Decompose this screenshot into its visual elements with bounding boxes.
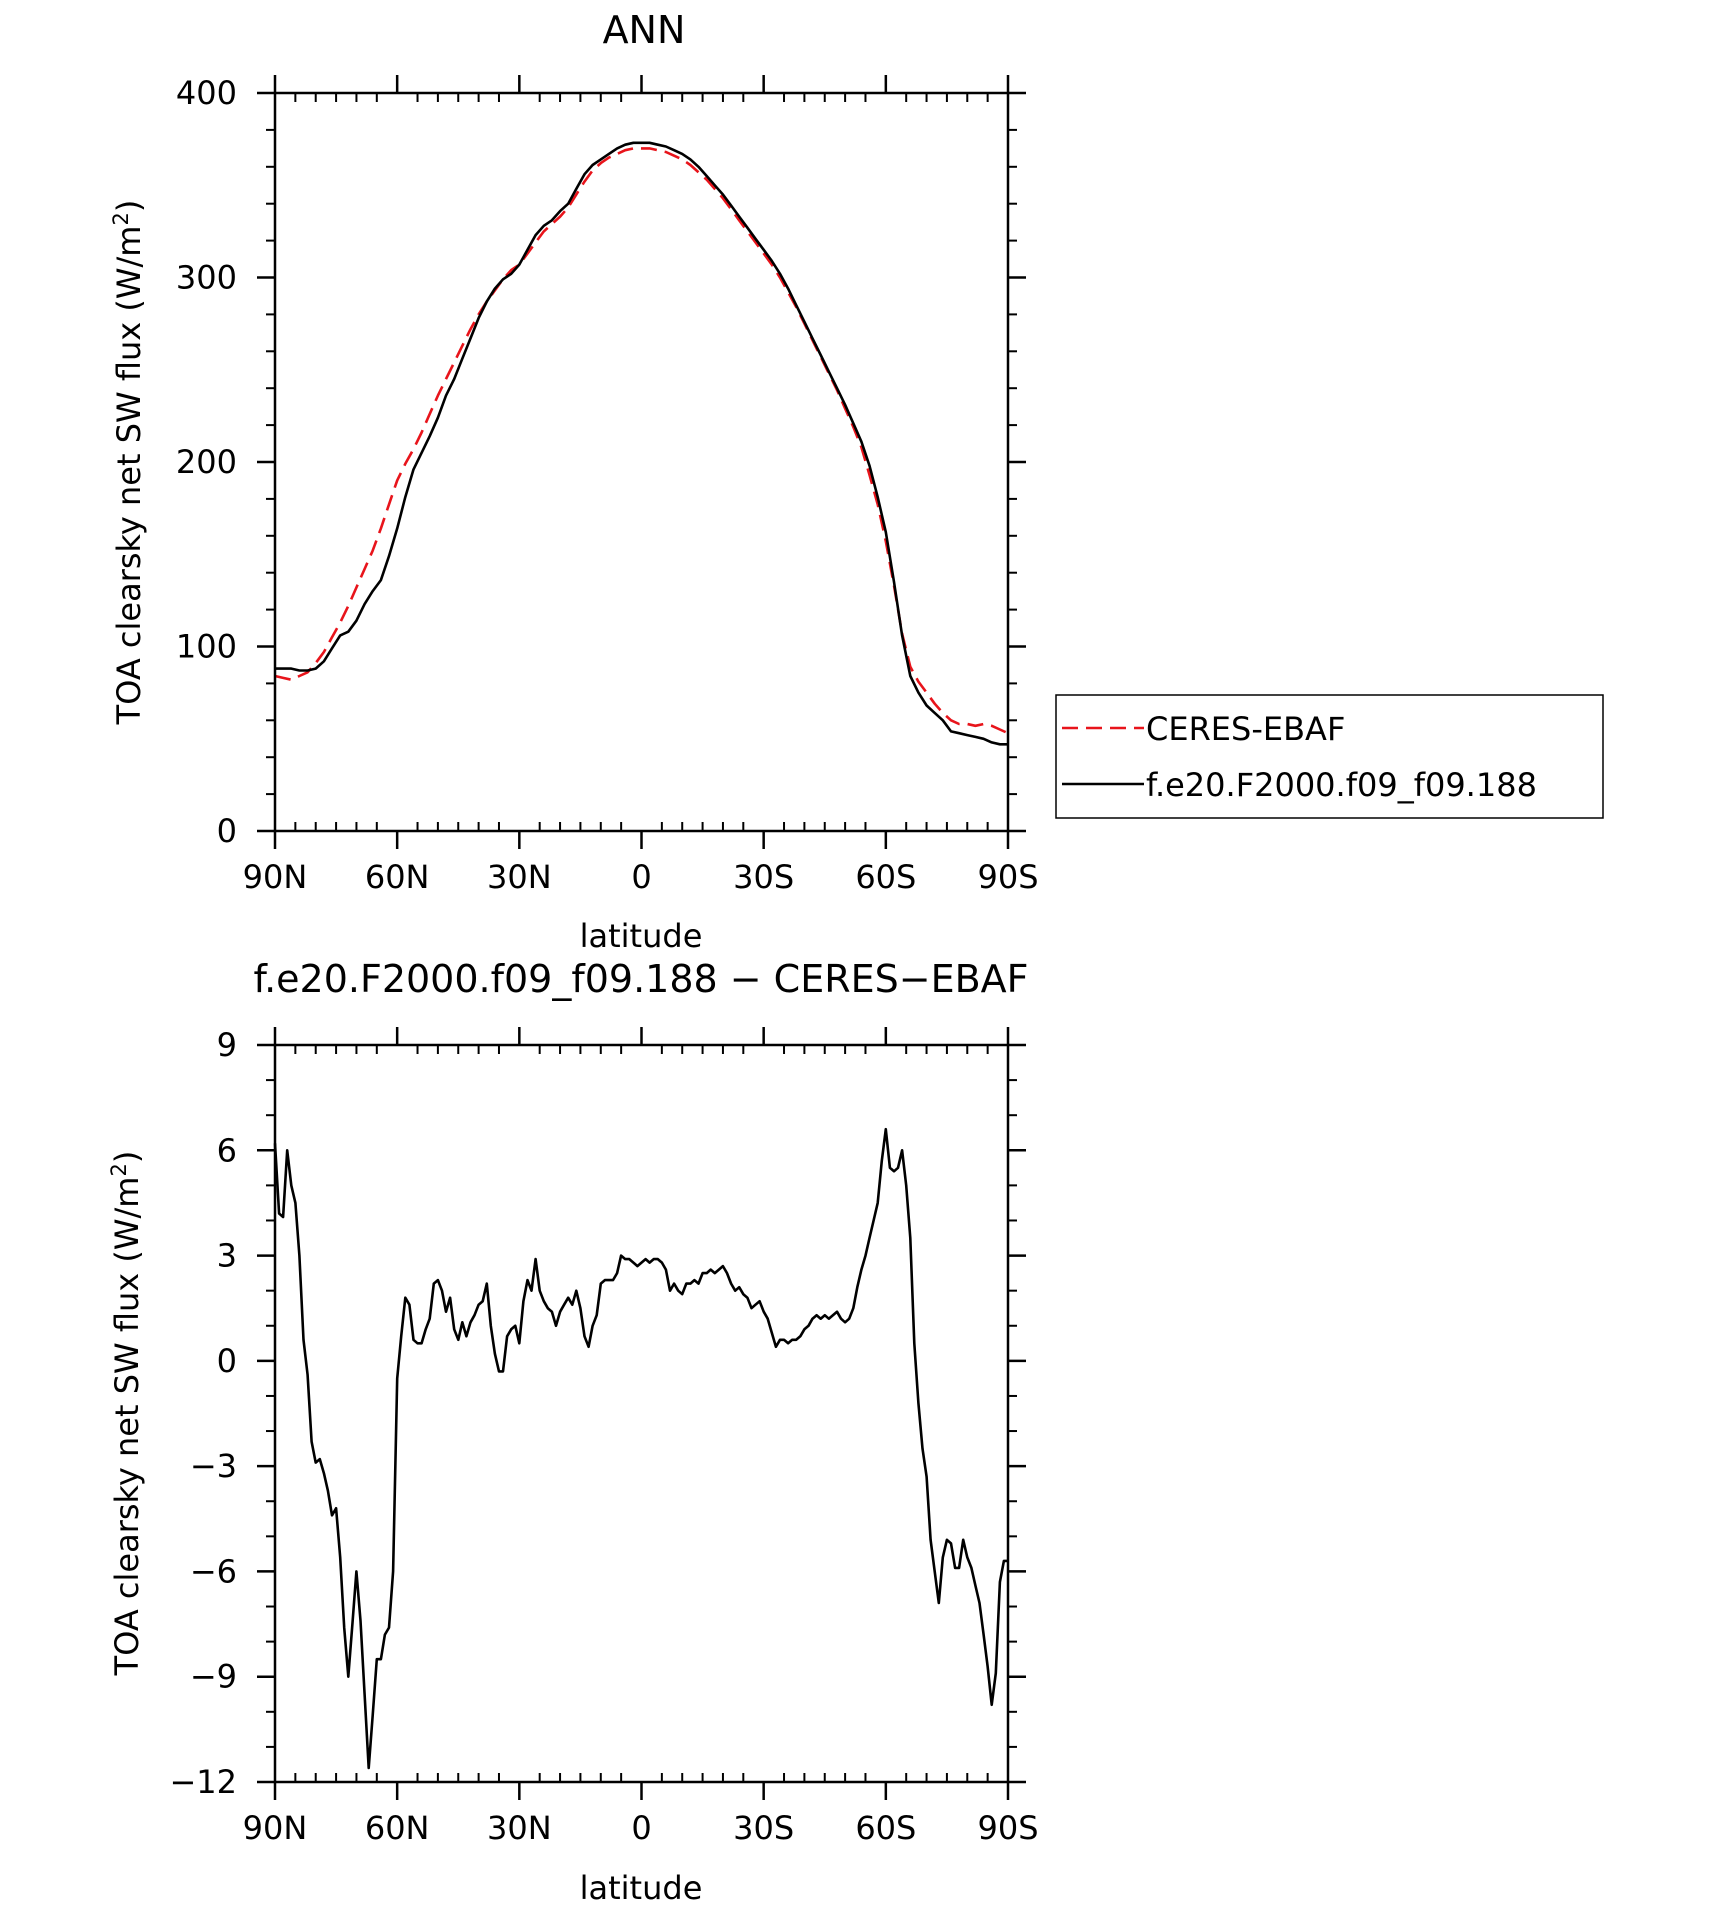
x-tick-label: 0 (631, 1809, 651, 1847)
x-tick-label: 0 (631, 858, 651, 896)
y-tick-label: 200 (176, 443, 237, 481)
top-panel-y-axis-label-main: TOA clearsky net SW flux (W/m (110, 226, 148, 726)
bottom-panel-title: f.e20.F2000.f09_f09.188 − CERES−EBAF (253, 957, 1028, 1001)
y-tick-label: 6 (217, 1131, 237, 1169)
bottom-panel-y-axis-label-close: ) (108, 1151, 146, 1163)
bottom-panel-series (273, 1127, 1008, 1770)
top-panel-ticks (257, 75, 1026, 849)
bottom-panel-y-tick-labels: −12 −9 −6 −3 0 3 6 9 (169, 1026, 237, 1801)
x-tick-label: 60N (365, 858, 430, 896)
x-tick-label: 30S (733, 858, 794, 896)
x-tick-label: 60S (855, 858, 916, 896)
y-tick-label: 9 (217, 1026, 237, 1064)
legend-label-ceres-ebaf: CERES-EBAF (1146, 710, 1345, 748)
series-line-0 (273, 1127, 1008, 1770)
top-panel-plot-frame (273, 91, 1010, 833)
top-panel-y-axis-label: TOA clearsky net SW flux (W/m2) (109, 200, 148, 726)
top-panel-series (274, 141, 1009, 746)
x-tick-label: 90S (977, 858, 1038, 896)
y-tick-label: −12 (169, 1763, 237, 1801)
x-tick-label: 90N (243, 1809, 308, 1847)
top-panel-x-tick-labels: 90N 60N 30N 0 30S 60S 90S (243, 858, 1039, 896)
x-tick-label: 30N (487, 1809, 552, 1847)
top-panel-y-axis-label-superscript: 2 (109, 212, 133, 225)
top-panel-y-axis-label-close: ) (110, 200, 148, 212)
x-tick-label: 60S (855, 1809, 916, 1847)
bottom-panel-x-tick-labels: 90N 60N 30N 0 30S 60S 90S (243, 1809, 1039, 1847)
x-tick-label: 90N (243, 858, 308, 896)
bottom-panel-plot-frame (273, 1043, 1010, 1784)
top-panel-title: ANN (603, 8, 686, 52)
top-panel: ANN 0 100 200 300 400 90N 60N 30N 0 30S 60S 90S la… (109, 8, 1604, 955)
y-tick-label: 0 (217, 1342, 237, 1380)
y-tick-label: 400 (176, 74, 237, 112)
bottom-panel-ticks (257, 1027, 1026, 1800)
bottom-panel-y-axis-label-main: TOA clearsky net SW flux (W/m (108, 1177, 146, 1677)
bottom-panel-x-axis-label: latitude (580, 1869, 703, 1905)
y-tick-label: 0 (217, 812, 237, 850)
y-tick-label: 100 (176, 628, 237, 666)
y-tick-label: 3 (217, 1237, 237, 1275)
top-panel-x-axis-label: latitude (580, 917, 703, 955)
y-tick-label: −9 (190, 1658, 237, 1696)
bottom-panel: f.e20.F2000.f09_f09.188 − CERES−EBAF −12… (107, 957, 1039, 1905)
x-tick-label: 30N (487, 858, 552, 896)
bottom-panel-y-axis-label: TOA clearsky net SW flux (W/m2) (107, 1151, 146, 1677)
y-tick-label: 300 (176, 259, 237, 297)
y-tick-label: −6 (190, 1552, 237, 1590)
x-tick-label: 60N (365, 1809, 430, 1847)
legend-box (1055, 694, 1604, 819)
x-tick-label: 30S (733, 1809, 794, 1847)
legend: CERES-EBAF f.e20.F2000.f09_f09.188 (1055, 694, 1604, 819)
series-line-1 (275, 141, 1008, 746)
legend-label-model-run: f.e20.F2000.f09_f09.188 (1146, 766, 1537, 804)
top-panel-y-tick-labels: 0 100 200 300 400 (176, 74, 237, 850)
series-line-0 (274, 147, 1009, 735)
x-tick-label: 90S (977, 1809, 1038, 1847)
bottom-panel-y-axis-label-superscript: 2 (107, 1163, 131, 1176)
y-tick-label: −3 (190, 1447, 237, 1485)
